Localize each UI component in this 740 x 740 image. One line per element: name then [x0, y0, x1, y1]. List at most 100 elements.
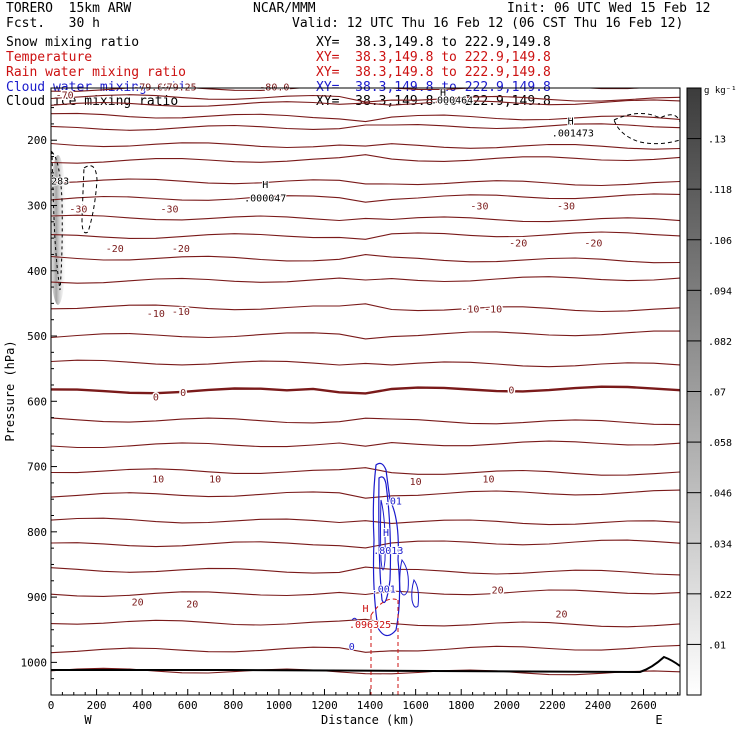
- isotherm-label: -20: [509, 239, 527, 250]
- cloud-water-contour: [351, 617, 359, 625]
- isotherm: [51, 178, 680, 187]
- contour-annotation: 283: [51, 177, 69, 188]
- isotherm-label: 20: [492, 585, 504, 596]
- isotherm-label: 20: [555, 609, 567, 620]
- model-label: TORERO 15km ARW: [6, 1, 132, 16]
- isotherm: [51, 303, 680, 313]
- x-axis-east-label: E: [655, 713, 662, 727]
- x-tick-label: 200: [87, 699, 107, 712]
- isotherm: [51, 330, 680, 340]
- contour-annotation: H: [440, 88, 446, 99]
- isotherm: [51, 142, 680, 150]
- y-tick-label: 500: [27, 330, 47, 343]
- isotherm: [51, 94, 680, 103]
- isotherm-label: -10: [147, 309, 165, 320]
- contour-annotation: .096325: [349, 620, 391, 631]
- cloud-ice-contours: [51, 113, 680, 291]
- colorbar-label: .058: [708, 438, 732, 449]
- y-tick-label: 600: [27, 395, 47, 408]
- isotherm-label: -30: [557, 201, 575, 212]
- plot-frame: [50, 87, 681, 696]
- x-axis: 0 200 400 600 800 1000 1200 1400 1600 1800 2000 220…: [48, 689, 679, 712]
- isotherm-label: -20: [172, 244, 190, 255]
- colorbar: g kg⁻¹ .01 .022 .034 .046 .058 .07 .082 .094 .10…: [686, 86, 737, 696]
- x-tick-label: 2000: [494, 699, 521, 712]
- y-tick-label: 900: [27, 591, 47, 604]
- field-name-rain: Rain water mixing ratio: [6, 65, 187, 80]
- contour-annotation: .000047: [244, 194, 286, 205]
- contour-annotation: H: [362, 604, 368, 615]
- isotherm: [51, 417, 680, 426]
- colorbar-label: .07: [708, 388, 726, 399]
- contour-annotation: H: [568, 117, 574, 128]
- colorbar-label: .118: [708, 185, 732, 196]
- x-tick-label: 600: [178, 699, 198, 712]
- field-xy-rain: XY= 38.3,149.8 to 222.9,149.8: [316, 65, 551, 80]
- contour-annotation: .001473: [552, 128, 594, 139]
- contour-annotation: .001: [372, 585, 396, 596]
- colorbar-label: .01: [708, 640, 726, 651]
- isotherm: [51, 254, 680, 264]
- contour-annotation: H: [383, 528, 389, 539]
- isotherm: [51, 154, 680, 164]
- temperature-contour-labels: -70-79.69-79.25 -80.0-30 -30 -30 -30-20 -20 -2…: [54, 81, 604, 622]
- isotherm-label: 0: [508, 386, 514, 397]
- x-tick-label: 1200: [311, 699, 338, 712]
- y-axis: 200 300 400 500 600 700 800 900 1000: [21, 107, 57, 696]
- colorbar-label: .046: [708, 489, 732, 500]
- field-name-cloud-water: Cloud water mixing ratio: [6, 80, 194, 95]
- isotherm: [51, 644, 680, 654]
- isotherm: [51, 123, 680, 131]
- field-name-snow: Snow mixing ratio: [6, 35, 140, 50]
- field-xy-temperature: XY= 38.3,149.8 to 222.9,149.8: [316, 50, 551, 65]
- colorbar-label: .13: [708, 135, 726, 146]
- isotherm: [51, 566, 680, 576]
- cloud-ice-contour: [613, 113, 680, 145]
- contour-annotation: 0: [349, 642, 355, 653]
- isotherm-label: -30: [470, 201, 488, 212]
- cloud-water-contours: [351, 462, 419, 637]
- y-tick-label: 300: [27, 199, 47, 212]
- terrain-line: [51, 655, 681, 674]
- isotherm-label: 20: [132, 598, 144, 609]
- cloud-water-contour: [372, 462, 401, 637]
- isotherm-label: 10: [152, 474, 164, 485]
- x-axis-west-label: W: [84, 713, 92, 727]
- isotherm: [51, 467, 680, 476]
- colorbar-label: .022: [708, 590, 732, 601]
- isotherm-label: 10: [209, 474, 221, 485]
- isotherm: [51, 667, 680, 676]
- isotherm-label: 10: [410, 477, 422, 488]
- cloud-water-contour: [380, 499, 386, 571]
- org-label: NCAR/MMM: [253, 1, 316, 16]
- cloud-water-contour: [399, 558, 409, 596]
- isotherm-label: 0: [153, 393, 159, 404]
- isotherm-label: -20: [584, 239, 602, 250]
- x-axis-label: Distance (km): [321, 713, 415, 727]
- x-tick-label: 1000: [266, 699, 293, 712]
- contour-annotations: H.000047H.001473H.000464283H.8013.001H.0…: [50, 87, 595, 654]
- isotherm-label: -10: [461, 305, 479, 316]
- x-tick-label: 1800: [448, 699, 475, 712]
- y-tick-label: 400: [27, 265, 47, 278]
- colorbar-label: .034: [708, 539, 732, 550]
- isotherm: [51, 276, 680, 284]
- isotherm-label: -10: [172, 307, 190, 318]
- colorbar-unit: g kg⁻¹: [704, 86, 737, 96]
- colorbar-label: .106: [708, 236, 732, 247]
- x-tick-label: 800: [223, 699, 243, 712]
- isotherm: [51, 99, 680, 107]
- isotherm: [51, 112, 680, 123]
- field-name-temperature: Temperature: [6, 50, 93, 65]
- field-xy-snow: XY= 38.3,149.8 to 222.9,149.8: [316, 35, 551, 50]
- isotherm: [51, 214, 680, 223]
- y-axis-label: Pressure (hPa): [3, 340, 17, 441]
- isotherm-label: -30: [160, 205, 178, 216]
- cloud-water-contour: [378, 476, 392, 604]
- isotherm-label: 0: [180, 388, 186, 399]
- isotherm: [51, 589, 680, 597]
- snow-mixing-shading: [51, 155, 67, 305]
- cloud-ice-contour: [81, 165, 98, 234]
- temperature-contours: [51, 88, 680, 676]
